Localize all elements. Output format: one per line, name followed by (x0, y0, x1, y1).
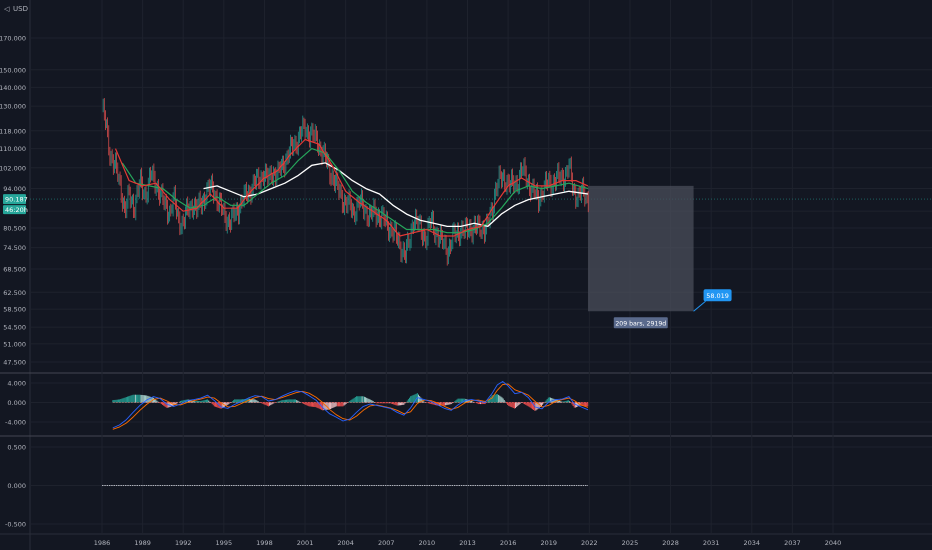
price-tick-label: 150.000 (0, 66, 26, 74)
time-tick-label: 2010 (419, 539, 436, 547)
measure-value-label: 58.019 (706, 292, 729, 300)
measure-bars-badge (613, 317, 668, 329)
time-tick-label: 2031 (703, 539, 720, 547)
last-price-label: 90.187 (5, 195, 28, 203)
countdown-badge (3, 205, 26, 215)
time-tick-label: 2013 (459, 539, 476, 547)
grid-lines (30, 0, 932, 534)
price-tick-label: 47.500 (3, 359, 26, 367)
time-tick-label: 2040 (825, 539, 842, 547)
macd-tick-label: 0.000 (7, 399, 26, 407)
last-price-marker: 90.187 46:20h (3, 194, 28, 215)
countdown-label: 46:20h (5, 206, 28, 214)
sma-slow-line (203, 162, 589, 228)
macd-tick-label: -4.000 (5, 419, 26, 427)
price-axis-labels[interactable]: 170.000 150.000 140.000 130.000 118.000 110.0… (0, 35, 26, 529)
price-tick-label: 51.000 (3, 340, 26, 348)
measure-tool[interactable]: 58.019 209 bars, 2919d (587, 185, 732, 329)
currency-label: USD (13, 5, 28, 13)
price-tick-label: 140.000 (0, 84, 26, 92)
time-tick-label: 1998 (256, 539, 273, 547)
price-tick-label: 54.500 (3, 324, 26, 332)
last-price-badge (3, 194, 26, 205)
time-tick-label: 2007 (378, 539, 395, 547)
measure-bars-label: 209 bars, 2919d (615, 320, 666, 327)
time-tick-label: 1989 (134, 539, 151, 547)
macd-line (112, 381, 589, 429)
price-tick-label: 170.000 (0, 35, 26, 43)
time-tick-label: 2001 (297, 539, 314, 547)
time-axis-labels[interactable]: 1986 1989 1992 1995 1998 2001 2004 2007 2010 2013… (94, 539, 842, 547)
time-tick-label: 2022 (581, 539, 598, 547)
third-tick-label: 0.500 (7, 444, 26, 452)
price-tick-label: 94.000 (3, 185, 26, 193)
price-tick-label: 130.000 (0, 103, 26, 111)
time-tick-label: 1992 (175, 539, 192, 547)
price-tick-label: 110.000 (0, 145, 26, 153)
macd-indicator (112, 381, 589, 430)
third-tick-label: 0.000 (7, 482, 26, 490)
measure-pointer (693, 300, 706, 312)
macd-tick-label: 4.000 (7, 380, 26, 388)
macd-signal-line (112, 383, 589, 430)
time-tick-label: 2028 (662, 539, 679, 547)
time-tick-label: 2016 (500, 539, 517, 547)
time-tick-label: 2037 (784, 539, 801, 547)
measure-value-badge[interactable] (703, 289, 732, 302)
price-tick-label: 62.500 (3, 289, 26, 297)
price-tick-label: 74.500 (3, 244, 26, 252)
moving-average-lines (114, 138, 589, 237)
collapse-glyph[interactable]: ◁ (4, 5, 10, 13)
time-tick-label: 2019 (540, 539, 557, 547)
price-tick-label: 58.500 (3, 306, 26, 314)
time-tick-label: 2004 (337, 539, 354, 547)
time-tick-label: 1995 (216, 539, 233, 547)
time-tick-label: 2025 (622, 539, 639, 547)
measure-box[interactable] (587, 185, 694, 312)
price-tick-label: 80.500 (3, 224, 26, 232)
price-tick-label: 118.000 (0, 127, 26, 135)
third-tick-label: -0.500 (5, 521, 26, 529)
time-tick-label: 1986 (94, 539, 111, 547)
ema-fast-line (114, 138, 589, 237)
time-tick-label: 2034 (744, 539, 761, 547)
price-tick-label: 102.000 (0, 164, 26, 172)
price-tick-label: 68.500 (3, 265, 26, 273)
